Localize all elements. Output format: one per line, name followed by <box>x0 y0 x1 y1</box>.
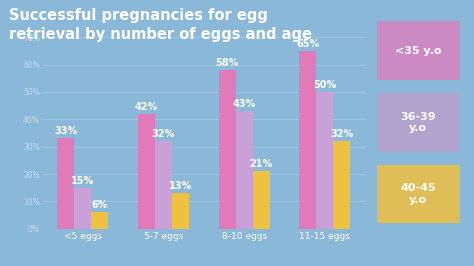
Bar <box>236 111 253 229</box>
Text: 42%: 42% <box>135 102 158 112</box>
Bar <box>57 139 74 229</box>
Text: 50%: 50% <box>313 80 337 90</box>
Text: 13%: 13% <box>169 181 192 191</box>
Text: 32%: 32% <box>152 129 175 139</box>
Text: 43%: 43% <box>233 99 256 109</box>
Bar <box>300 51 317 229</box>
Text: 6%: 6% <box>91 200 108 210</box>
Text: 33%: 33% <box>54 126 77 136</box>
Text: 65%: 65% <box>296 39 319 49</box>
Text: 58%: 58% <box>216 58 239 68</box>
Text: 40-45
y.o: 40-45 y.o <box>401 183 436 205</box>
Bar <box>172 193 189 229</box>
Text: 15%: 15% <box>71 176 94 185</box>
Bar <box>219 70 236 229</box>
Text: <35 y.o: <35 y.o <box>395 45 442 56</box>
Bar <box>138 114 155 229</box>
Text: 36-39
y.o: 36-39 y.o <box>401 111 436 133</box>
Bar <box>317 92 333 229</box>
Bar <box>253 171 270 229</box>
Text: 21%: 21% <box>249 159 273 169</box>
Text: 32%: 32% <box>330 129 354 139</box>
Text: Successful pregnancies for egg
retrieval by number of eggs and age: Successful pregnancies for egg retrieval… <box>9 8 312 41</box>
Bar <box>155 141 172 229</box>
Bar <box>91 212 108 229</box>
Bar <box>74 188 91 229</box>
Bar <box>333 141 350 229</box>
